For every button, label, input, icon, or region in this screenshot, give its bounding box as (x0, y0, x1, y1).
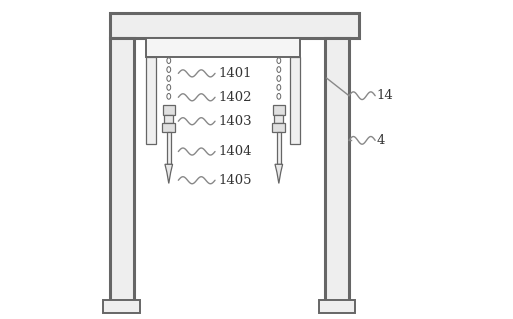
Ellipse shape (277, 76, 281, 81)
Ellipse shape (167, 58, 171, 63)
Text: 1402: 1402 (218, 91, 252, 104)
Bar (290, 57, 300, 144)
Ellipse shape (167, 76, 171, 81)
Bar (274, 115, 283, 123)
Text: 14: 14 (376, 89, 393, 102)
Polygon shape (275, 164, 283, 183)
Bar (163, 123, 175, 132)
Bar (167, 132, 171, 164)
Bar (319, 300, 356, 313)
Ellipse shape (277, 85, 281, 90)
Bar (277, 132, 281, 164)
Bar (163, 105, 174, 115)
Text: 1401: 1401 (218, 67, 252, 80)
Ellipse shape (167, 85, 171, 90)
Bar (110, 38, 134, 306)
Polygon shape (165, 164, 172, 183)
Ellipse shape (277, 93, 281, 99)
Bar (273, 105, 285, 115)
Bar (272, 123, 285, 132)
Bar (104, 300, 140, 313)
Text: 1403: 1403 (218, 115, 252, 128)
Bar (146, 38, 300, 57)
Text: 4: 4 (376, 134, 385, 147)
Bar (146, 57, 156, 144)
Bar (325, 38, 349, 306)
Text: 1404: 1404 (218, 145, 252, 158)
Bar (164, 115, 173, 123)
Ellipse shape (167, 67, 171, 72)
Text: 1405: 1405 (218, 174, 252, 187)
Ellipse shape (277, 58, 281, 63)
Ellipse shape (277, 67, 281, 72)
Ellipse shape (167, 93, 171, 99)
Bar (110, 13, 359, 38)
